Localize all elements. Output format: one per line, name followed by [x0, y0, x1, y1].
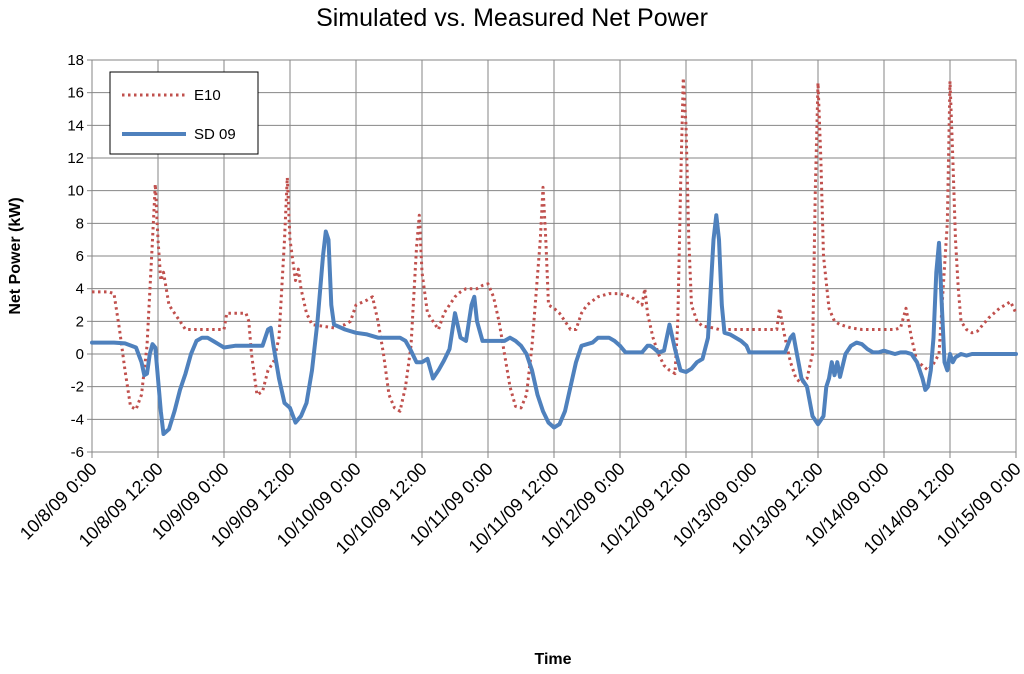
- series-layer: [90, 76, 1018, 436]
- legend-box: [109, 71, 259, 155]
- y-tick-label: 18: [67, 52, 84, 69]
- y-tick-label: 14: [67, 117, 84, 134]
- y-tick-label: 12: [67, 150, 84, 167]
- y-tick-label: 0: [76, 346, 84, 363]
- legend-label-e10: E10: [194, 87, 221, 104]
- y-tick-label: -2: [71, 379, 84, 396]
- legend-label-sd09: SD 09: [194, 126, 236, 143]
- chart-title: Simulated vs. Measured Net Power: [316, 4, 708, 32]
- legend: E10 SD 09: [109, 71, 259, 155]
- x-axis-title: Time: [534, 651, 571, 668]
- series-line-e10: [92, 76, 1018, 413]
- y-tick-label: 10: [67, 183, 84, 200]
- y-axis-title: Net Power (kW): [7, 197, 24, 314]
- y-tick-label: 2: [76, 313, 84, 330]
- gridlines: [91, 59, 1017, 453]
- y-tick-label: 8: [76, 215, 84, 232]
- y-tick-label: -6: [71, 444, 84, 461]
- series-line-sd09: [90, 213, 1018, 436]
- y-tick-label: 16: [67, 85, 84, 102]
- y-axis-ticks: -6 -4 -2 0 2 4 6 8 10 12 14 16 18: [67, 52, 92, 461]
- y-tick-label: -4: [71, 411, 84, 428]
- y-tick-label: 6: [76, 248, 84, 265]
- y-tick-label: 4: [76, 281, 84, 298]
